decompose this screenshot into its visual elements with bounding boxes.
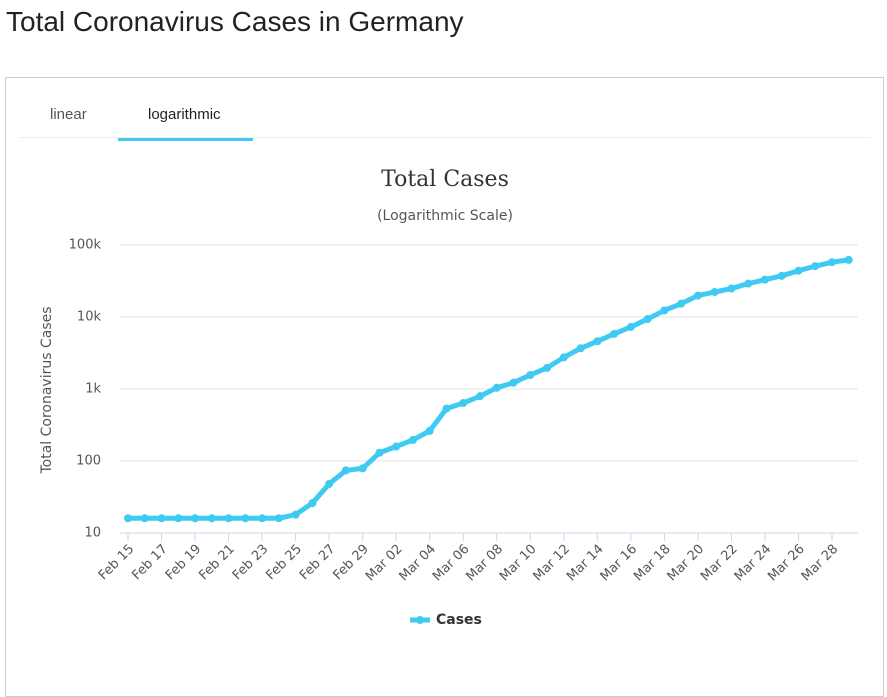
data-point (526, 370, 535, 379)
data-point (140, 514, 149, 523)
x-tick-label: Feb 15 (96, 542, 138, 584)
data-point (224, 514, 233, 523)
x-tick-label: Mar 10 (497, 542, 540, 585)
data-point (408, 435, 417, 444)
data-point (576, 344, 585, 353)
tab-logarithmic[interactable]: logarithmic (148, 106, 221, 123)
x-tick-label: Mar 04 (396, 542, 439, 585)
data-point (442, 404, 451, 413)
data-point (593, 337, 602, 346)
data-point (191, 514, 200, 523)
data-point (660, 306, 669, 315)
data-point (325, 479, 334, 488)
x-tick-label: Mar 14 (564, 542, 607, 585)
x-tick-label: Mar 06 (430, 542, 473, 585)
x-tick-label: Feb 17 (129, 542, 171, 584)
y-tick-label: 1k (85, 382, 101, 397)
data-point (727, 284, 736, 293)
x-tick-label: Feb 23 (230, 542, 272, 584)
x-tick-label: Mar 20 (665, 542, 708, 585)
data-point (543, 363, 552, 372)
data-point (392, 442, 401, 451)
data-point (157, 514, 166, 523)
data-point (794, 266, 803, 275)
data-point (844, 255, 853, 264)
data-point (744, 279, 753, 288)
y-tick-label: 100k (69, 238, 102, 253)
x-tick-label: Mar 24 (732, 542, 775, 585)
x-tick-label: Mar 16 (598, 542, 641, 585)
chart-title: Total Cases (381, 167, 509, 192)
x-tick-label: Feb 27 (297, 542, 339, 584)
data-point (693, 291, 702, 300)
data-point (124, 514, 132, 523)
x-tick-label: Mar 18 (631, 542, 674, 585)
data-point (459, 399, 468, 408)
data-point (341, 466, 350, 475)
data-point (777, 271, 786, 280)
data-point (241, 514, 250, 523)
y-axis-label: Total Coronavirus Cases (39, 306, 55, 474)
data-point (710, 288, 719, 297)
x-tick-label: Feb 21 (196, 542, 238, 584)
data-point (610, 329, 619, 338)
data-point (760, 275, 769, 284)
data-point (274, 514, 283, 523)
legend-marker (416, 616, 424, 624)
x-tick-label: Feb 25 (263, 542, 305, 584)
data-point (559, 353, 568, 362)
data-point (677, 299, 686, 308)
data-point (492, 383, 501, 392)
y-tick-label: 10k (77, 310, 102, 325)
data-point (308, 499, 317, 508)
x-tick-label: Mar 12 (531, 542, 574, 585)
data-point (509, 378, 518, 387)
page-title: Total Coronavirus Cases in Germany (6, 6, 464, 37)
data-point (258, 514, 267, 523)
tab-linear[interactable]: linear (50, 106, 87, 123)
y-tick-label: 10 (84, 526, 101, 541)
data-point (811, 262, 820, 271)
data-point (425, 426, 434, 435)
data-point (626, 322, 635, 331)
y-tick-label: 100 (76, 454, 101, 469)
chart-subtitle: (Logarithmic Scale) (377, 208, 513, 224)
x-tick-label: Mar 22 (698, 542, 741, 585)
x-tick-label: Mar 28 (799, 542, 842, 585)
data-point (476, 392, 484, 401)
data-point (828, 258, 836, 267)
data-point (291, 510, 300, 519)
data-point (643, 315, 652, 324)
x-tick-label: Feb 19 (163, 542, 205, 584)
legend-label: Cases (436, 612, 482, 628)
data-point (207, 514, 216, 523)
tab-divider (18, 137, 871, 138)
data-point (375, 448, 384, 457)
x-tick-label: Mar 26 (765, 542, 808, 585)
data-point (358, 464, 367, 473)
active-tab-indicator (118, 138, 253, 141)
x-tick-label: Mar 08 (463, 542, 506, 585)
data-point (174, 514, 183, 523)
x-tick-label: Mar 02 (363, 542, 406, 585)
